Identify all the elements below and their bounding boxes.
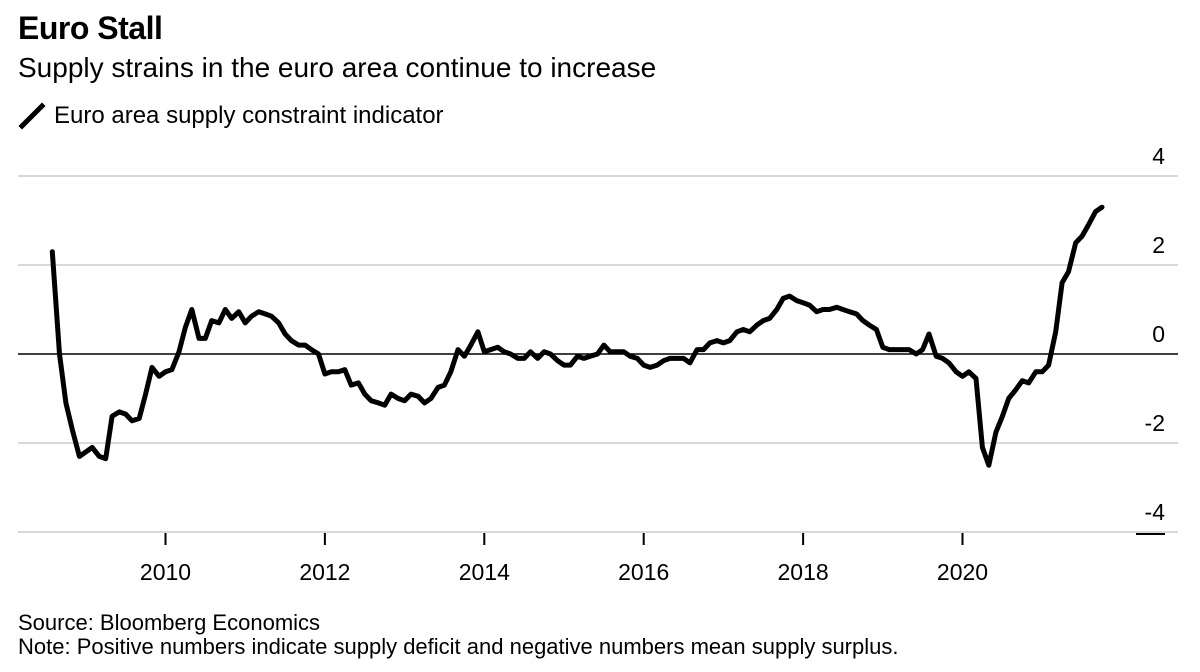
series-line <box>49 204 1105 468</box>
x-tick-label: 2012 <box>299 559 350 585</box>
source-note: Source: Bloomberg Economics <box>18 610 321 635</box>
legend: Euro area supply constraint indicator <box>18 100 444 132</box>
chart-title: Euro Stall <box>18 10 163 46</box>
chart-subtitle: Supply strains in the euro area continue… <box>18 52 657 83</box>
x-tick-label: 2014 <box>459 559 510 585</box>
x-tick-label: 2020 <box>937 559 988 585</box>
y-tick-label: -4 <box>1145 499 1166 525</box>
y-tick-label: 2 <box>1152 232 1165 258</box>
legend-label: Euro area supply constraint indicator <box>54 102 444 129</box>
footnote: Note: Positive numbers indicate supply d… <box>18 634 899 659</box>
x-tick-label: 2018 <box>778 559 829 585</box>
y-tick-label: 0 <box>1152 321 1165 347</box>
legend-line-swatch <box>18 102 46 130</box>
x-tick-label: 2016 <box>618 559 669 585</box>
x-tick-label: 2010 <box>140 559 191 585</box>
line-chart: 4 2 0 -2 -4 2010 2012 2014 2016 2018 2020 <box>18 143 1178 585</box>
y-tick-label: -2 <box>1145 410 1165 436</box>
y-tick-label: 4 <box>1152 143 1165 169</box>
